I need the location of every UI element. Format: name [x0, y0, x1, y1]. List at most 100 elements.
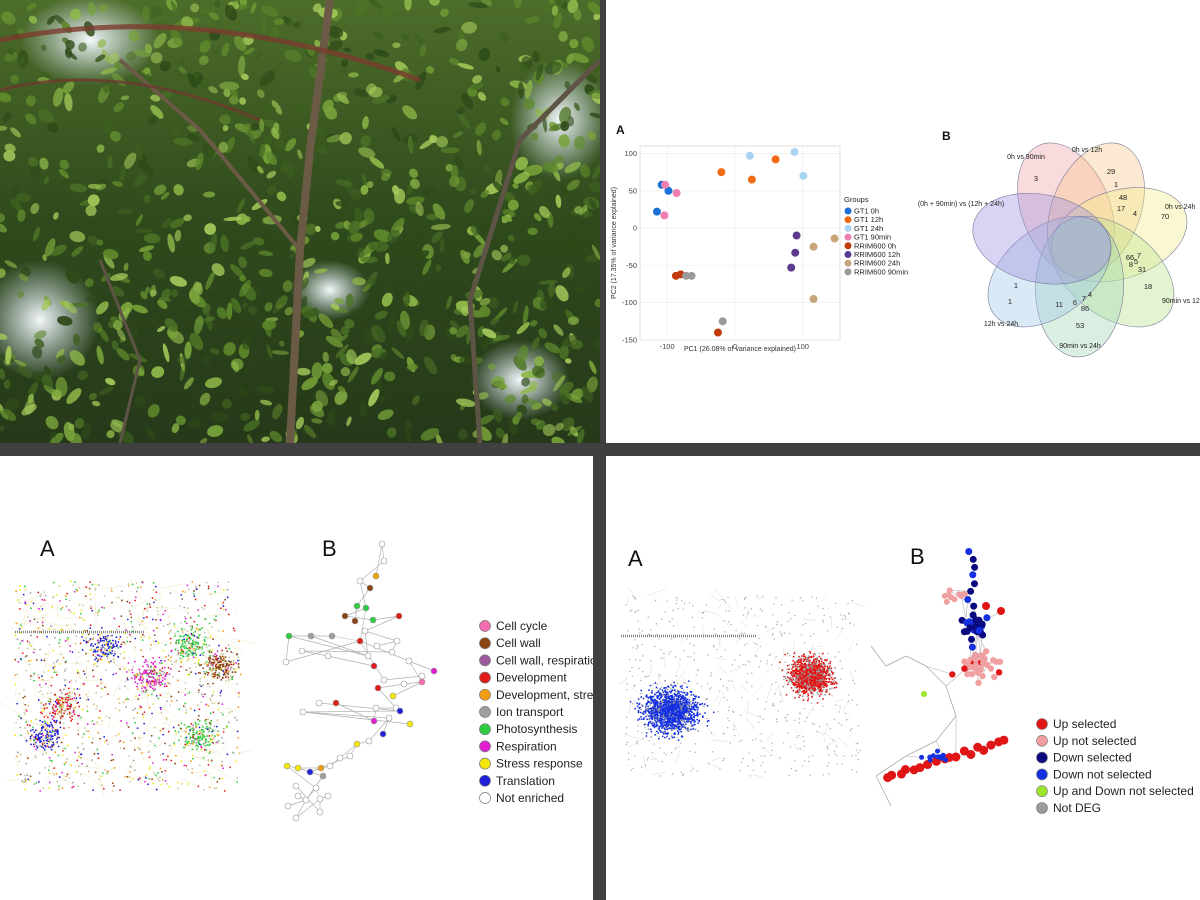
network-node [104, 654, 106, 657]
network-node [657, 691, 659, 694]
network-node [191, 641, 194, 644]
network-node [48, 781, 51, 784]
network-node [692, 699, 695, 702]
leaf-mark [178, 66, 187, 74]
network-node [161, 682, 164, 685]
network-node [91, 583, 94, 586]
network-node [140, 649, 143, 652]
network-node [39, 736, 42, 739]
network-node [177, 639, 180, 642]
network-node [221, 760, 224, 763]
network-node [181, 630, 184, 633]
network-node [712, 711, 715, 714]
network-node [129, 771, 131, 773]
leaf-mark [143, 233, 161, 244]
leaf-mark [576, 428, 585, 443]
network-node [184, 702, 187, 705]
network-node [129, 640, 132, 643]
network-node [204, 744, 206, 747]
network-node [126, 678, 129, 681]
network-node [201, 731, 204, 734]
network-node [141, 713, 144, 716]
network-node [52, 595, 55, 598]
leaf-mark [312, 3, 322, 13]
network-node [110, 587, 113, 590]
leaf-mark [575, 284, 587, 293]
network-node [216, 674, 219, 677]
leaf-mark [98, 4, 108, 13]
network-node [41, 725, 44, 728]
network-node [51, 760, 53, 762]
network-node [81, 736, 84, 739]
network-node [697, 706, 700, 709]
network-node [654, 733, 657, 736]
leaf-mark [152, 268, 166, 279]
network-node [687, 680, 690, 683]
network-node [35, 718, 38, 721]
network-node [206, 725, 208, 728]
network-node [165, 685, 168, 688]
network-node [33, 731, 36, 734]
network-node [670, 684, 673, 687]
leaf-mark [512, 411, 523, 425]
network-node [173, 661, 176, 664]
network-node [133, 769, 136, 772]
network-node [203, 638, 206, 641]
network-node [194, 662, 196, 665]
leaf-mark [26, 2, 37, 11]
network-node [681, 735, 684, 738]
network-node [217, 663, 220, 666]
network-node [196, 646, 199, 648]
network-node [108, 717, 111, 719]
network-node [123, 668, 126, 670]
network-node [234, 671, 237, 674]
network-node [212, 711, 215, 714]
y-tick-label: -50 [626, 261, 637, 270]
network-node [213, 618, 216, 621]
network-node [44, 729, 47, 732]
network-node [174, 634, 176, 637]
network-node [224, 598, 226, 601]
leaf-mark [473, 243, 486, 258]
network-edge [143, 713, 147, 716]
network-edge [141, 712, 155, 740]
network-node [60, 608, 62, 611]
network-node [89, 644, 92, 647]
network-node [197, 737, 200, 740]
network-node [37, 780, 40, 783]
network-node [59, 715, 62, 718]
network-node [216, 741, 219, 744]
network-node [641, 704, 644, 707]
network-node [93, 753, 96, 755]
network-node [194, 652, 197, 655]
network-node [146, 673, 149, 676]
network-node [205, 643, 208, 646]
network-node [197, 691, 200, 694]
network-node [209, 657, 212, 660]
network-node [191, 771, 194, 774]
network-node [71, 718, 74, 721]
leaf-mark [478, 0, 493, 7]
network-edge [708, 593, 720, 602]
network-node [213, 677, 216, 679]
network-node [184, 628, 186, 631]
network-edge [113, 676, 124, 697]
network-node [82, 670, 85, 673]
leaf-mark [58, 169, 70, 179]
network-node [158, 676, 161, 679]
network-node [190, 728, 192, 731]
tree-node [299, 708, 307, 716]
leaf-mark [259, 118, 265, 133]
network-node [29, 659, 32, 662]
pca-point [672, 189, 681, 198]
network-edge [702, 625, 705, 641]
network-node [144, 672, 147, 674]
tree-node [379, 730, 387, 738]
network-node [189, 760, 192, 763]
leaf-mark [135, 141, 143, 161]
network-node [81, 762, 83, 765]
tree-node [294, 792, 302, 800]
network-node [217, 734, 220, 737]
network-edge [650, 756, 662, 763]
network-node [126, 775, 129, 778]
